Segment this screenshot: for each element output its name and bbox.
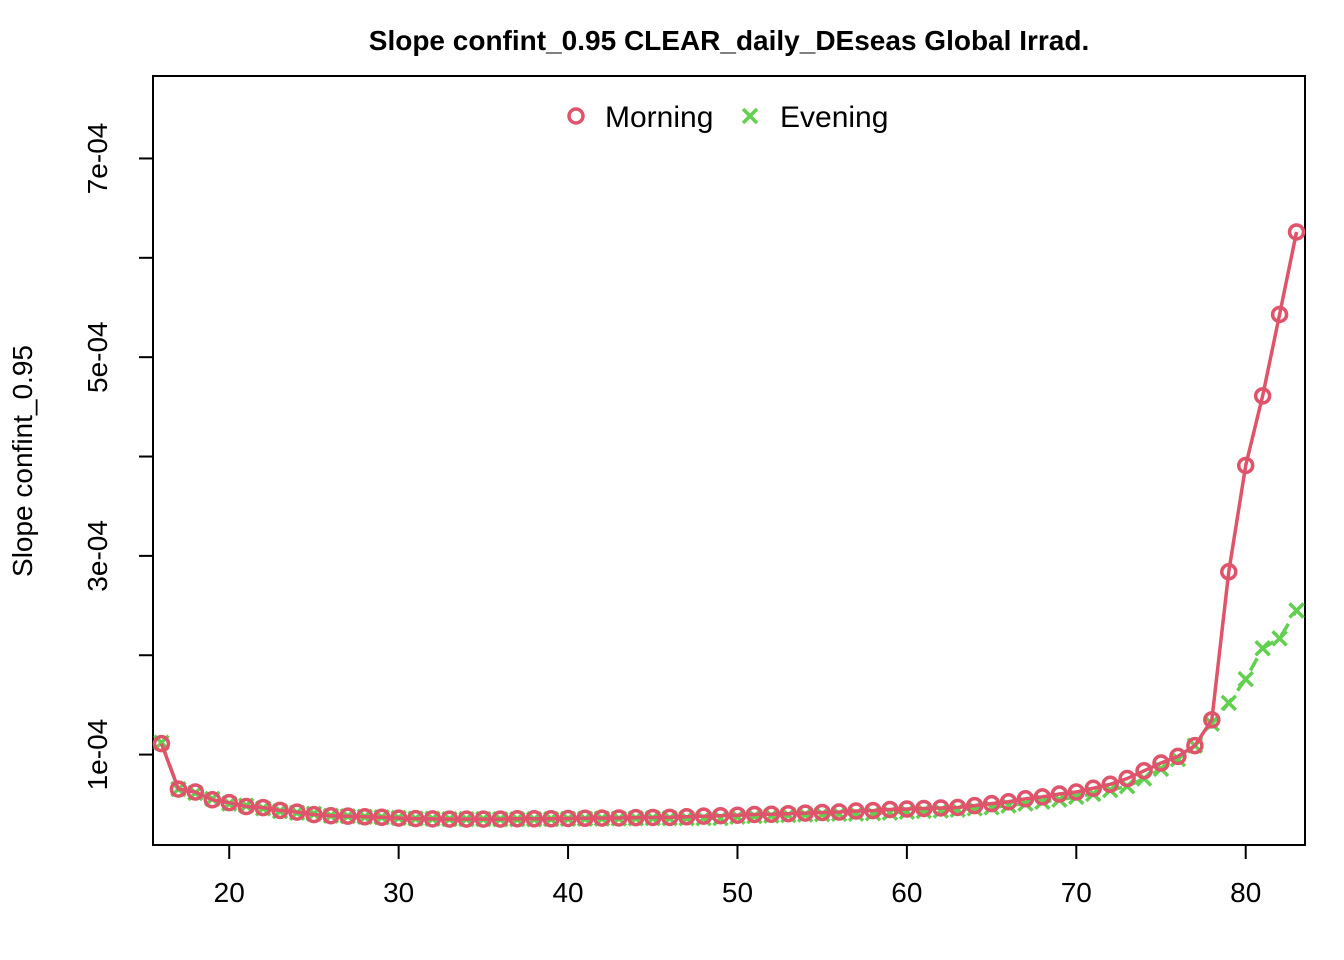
morning-point [1186,736,1204,755]
series-layer [152,223,1306,828]
morning-point [1033,788,1052,806]
morning-point [745,805,764,824]
legend-evening-marker [741,107,759,125]
morning-point [982,794,1001,813]
morning-point [847,802,865,820]
series-morning [152,223,1306,828]
x-tick-label: 20 [214,877,245,908]
morning-point [305,805,323,824]
morning-point [271,801,289,820]
chart-title: Slope confint_0.95 CLEAR_daily_DEseas Gl… [369,25,1089,56]
morning-point [406,809,425,828]
y-tick-label: 1e-04 [82,719,113,791]
legend: Morning Evening [567,101,888,134]
morning-point [542,810,560,828]
morning-point [1067,783,1086,801]
morning-point [254,798,272,817]
morning-point [1050,785,1069,803]
morning-point [830,803,848,821]
legend-morning-marker [567,107,585,125]
morning-point [491,810,510,828]
morning-point [508,810,526,828]
morning-point [1152,754,1170,772]
morning-point [220,793,238,812]
x-tick-label: 80 [1230,877,1261,908]
morning-point [627,808,645,827]
morning-point [152,734,171,753]
morning-point [660,808,679,827]
morning-point [999,793,1018,811]
morning-point [915,799,933,818]
morning-point [1270,305,1289,324]
x-tick-label: 70 [1061,877,1092,908]
morning-point [813,803,831,822]
morning-point [948,798,967,817]
morning-point [1169,747,1187,766]
morning-point [796,804,814,822]
plot-frame [152,75,1306,846]
morning-point [1101,775,1119,794]
morning-point [1236,456,1255,475]
morning-point [644,808,662,827]
morning-point [1118,769,1136,788]
morning-point [474,810,493,828]
morning-point [881,800,899,819]
morning-point [1220,563,1238,581]
morning-point [762,805,781,824]
evening-point [1254,640,1271,657]
y-tick-label: 7e-04 [82,123,113,195]
morning-point [1287,223,1306,241]
morning-point [1084,779,1102,798]
x-axis: 20 30 40 50 60 70 80 [214,844,1261,908]
morning-point [457,810,476,828]
y-tick-label: 3e-04 [82,520,113,592]
morning-point [728,806,747,824]
morning-point [1203,711,1221,729]
morning-point [1016,790,1035,808]
evening-point [1271,630,1288,647]
morning-point [898,800,916,818]
legend-morning-label: Morning [605,101,713,134]
x-tick-label: 30 [383,877,414,908]
morning-point [694,807,713,825]
morning-point [593,809,611,827]
legend-evening-label: Evening [780,101,888,134]
morning-point [677,808,696,826]
morning-point [389,809,408,827]
morning-point [203,791,222,809]
morning-point [559,809,577,828]
morning-point [237,797,255,816]
morning-point [576,809,594,828]
morning-point [864,801,882,820]
morning-point [339,807,357,825]
evening-point [1237,670,1254,688]
x-tick-label: 50 [722,877,753,908]
series-evening [153,602,1305,828]
morning-point [356,808,374,826]
y-axis-label: Slope confint_0.95 [7,345,38,577]
morning-point [525,810,543,828]
morning-point [1135,762,1153,780]
morning-point [932,799,950,817]
morning-point [169,780,188,798]
y-axis: 1e-04 3e-04 5e-04 7e-04 [82,123,154,791]
morning-point [711,806,730,825]
morning-point [288,803,306,821]
x-tick-label: 40 [552,877,583,908]
morning-point [440,810,459,828]
morning-point [186,783,205,801]
morning-line [159,231,1299,821]
y-tick-label: 5e-04 [82,321,113,393]
morning-point [423,810,442,828]
morning-point [965,796,984,815]
morning-point [1253,387,1272,405]
morning-point [372,808,391,827]
x-tick-label: 60 [891,877,922,908]
morning-point [610,809,628,827]
evening-point [1288,602,1305,619]
morning-point [322,806,340,825]
morning-point [779,804,798,823]
evening-point [1220,694,1237,712]
